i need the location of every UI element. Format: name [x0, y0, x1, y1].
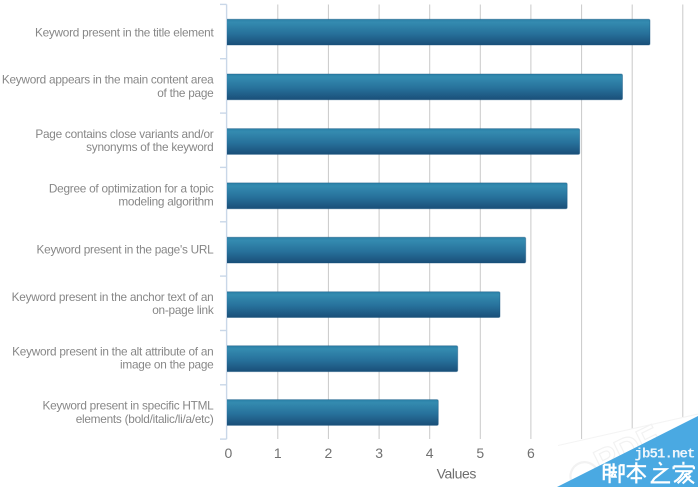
svg-text:synonyms of the keyword: synonyms of the keyword	[86, 140, 213, 154]
svg-text:image on the page: image on the page	[120, 358, 214, 372]
svg-text:1: 1	[274, 445, 282, 461]
svg-text:Values: Values	[437, 465, 477, 481]
svg-text:Keyword appears in the main co: Keyword appears in the main content area	[2, 73, 214, 87]
svg-text:elements (bold/italic/li/a/etc: elements (bold/italic/li/a/etc)	[76, 412, 214, 426]
svg-text:modeling algorithm: modeling algorithm	[118, 195, 214, 209]
svg-text:of the page: of the page	[157, 86, 214, 100]
svg-text:on-page link: on-page link	[152, 303, 214, 317]
svg-text:3: 3	[375, 445, 383, 461]
svg-text:0: 0	[225, 445, 233, 461]
svg-text:Page contains close variants a: Page contains close variants and/or	[35, 127, 213, 141]
svg-text:6: 6	[527, 445, 535, 461]
svg-text:5: 5	[476, 445, 484, 461]
svg-text:jb51.net: jb51.net	[635, 447, 696, 463]
svg-text:Degree of optimization for a t: Degree of optimization for a topic	[49, 181, 214, 195]
svg-text:Keyword present in the anchor: Keyword present in the anchor text of an	[12, 290, 214, 304]
svg-text:Keyword present in the page's: Keyword present in the page's URL	[37, 243, 215, 257]
svg-text:2: 2	[325, 445, 333, 461]
svg-text:Keyword present in the alt att: Keyword present in the alt attribute of …	[12, 344, 213, 358]
svg-text:4: 4	[426, 445, 434, 461]
svg-text:Keyword present in specific HT: Keyword present in specific HTML	[43, 399, 215, 413]
svg-text:Keyword present in the title e: Keyword present in the title element	[35, 25, 215, 39]
